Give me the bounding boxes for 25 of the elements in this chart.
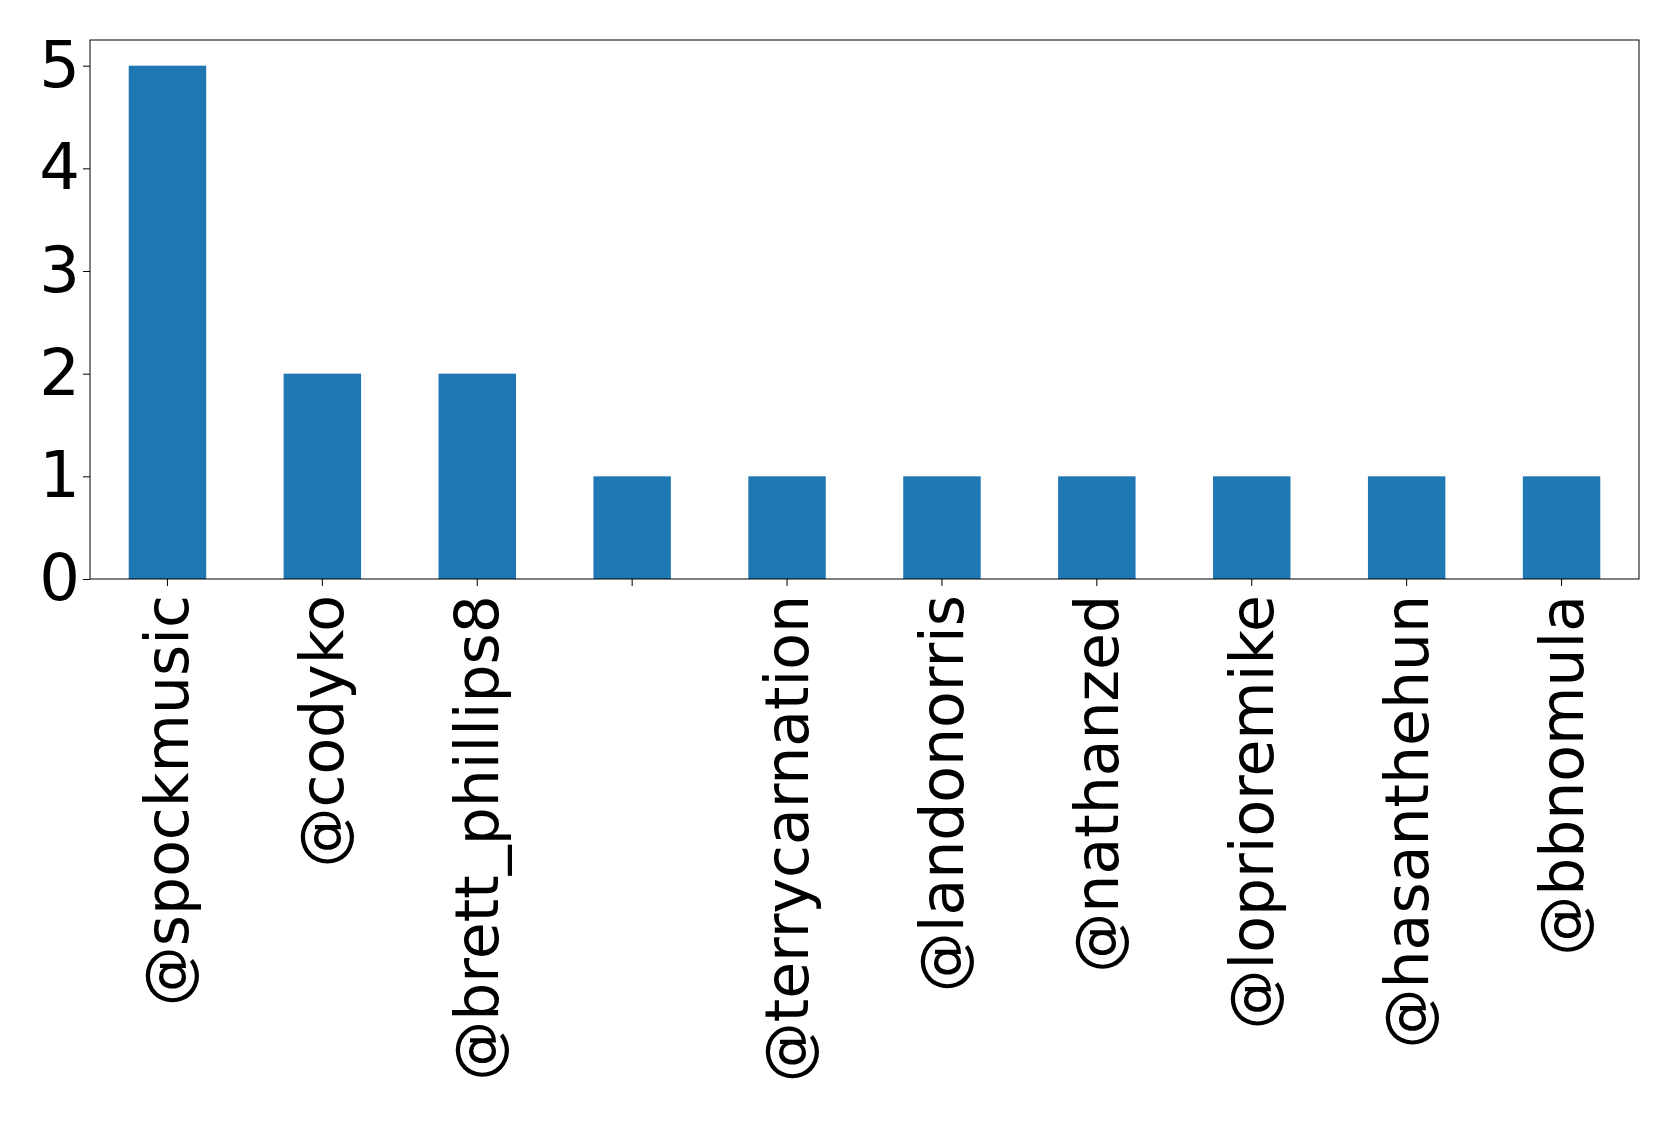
x-tick-label: @loprioremike	[1216, 595, 1287, 1030]
bar	[903, 476, 981, 579]
y-tick-label: 0	[39, 540, 80, 615]
x-tick-label: @nathanzed	[1061, 595, 1132, 973]
bar	[1367, 476, 1446, 579]
x-tick-label: @bbnomula	[1526, 595, 1597, 956]
y-tick-label: 2	[39, 335, 80, 410]
x-tick-label: @codyko	[287, 595, 358, 868]
bar	[748, 476, 826, 579]
bar	[283, 373, 362, 579]
bar	[1058, 476, 1136, 579]
y-tick-label: 3	[39, 232, 80, 307]
bar	[1522, 476, 1601, 579]
bar	[128, 65, 207, 579]
x-tick-label: @spockmusic	[132, 595, 203, 1007]
y-tick-label: 5	[39, 27, 80, 102]
y-tick-label: 1	[39, 438, 80, 513]
bar	[593, 476, 671, 579]
x-tick-label: @landonorris	[906, 595, 977, 993]
bar	[1213, 476, 1291, 579]
y-tick-label: 4	[39, 130, 80, 205]
bar	[438, 373, 516, 579]
x-tick-label: @brett_phillips8	[442, 595, 513, 1081]
x-tick-label: @hasanthehun	[1371, 595, 1442, 1049]
x-tick-label: @terrycarnation	[752, 595, 823, 1083]
